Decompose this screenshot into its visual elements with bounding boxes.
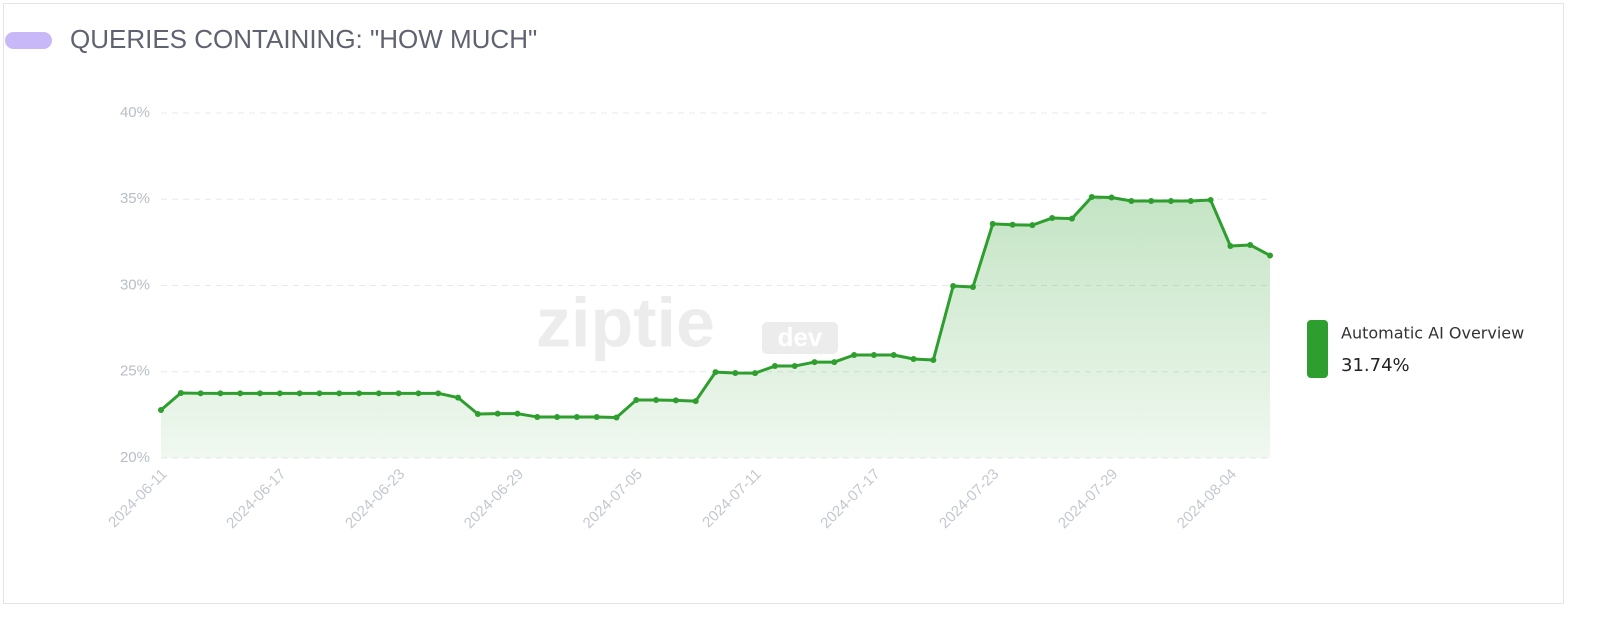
point [415, 390, 422, 397]
point [573, 413, 580, 420]
point [1187, 197, 1194, 204]
point [1088, 194, 1095, 201]
point [1108, 194, 1115, 201]
point [930, 357, 937, 364]
point [395, 390, 402, 397]
watermark: dev [778, 322, 823, 352]
area [161, 197, 1270, 458]
point [613, 414, 620, 421]
point [732, 369, 739, 376]
point [1227, 242, 1234, 249]
point [554, 413, 561, 420]
point [791, 363, 798, 370]
title-pill [5, 32, 52, 49]
point [514, 410, 521, 417]
point [672, 397, 679, 404]
point [692, 398, 699, 405]
point [474, 411, 481, 418]
point [534, 413, 541, 420]
watermark: ziptie [536, 283, 715, 361]
point [771, 363, 778, 370]
point [811, 359, 818, 366]
point [653, 397, 660, 404]
point [455, 394, 462, 401]
point [276, 390, 283, 397]
point [435, 390, 442, 397]
point [593, 413, 600, 420]
point [1029, 222, 1036, 229]
point [336, 390, 343, 397]
y-tick-label: 25% [120, 363, 150, 380]
point [375, 390, 382, 397]
point [177, 389, 184, 396]
point [257, 390, 264, 397]
card [3, 3, 1564, 604]
point [752, 370, 759, 377]
point [158, 407, 164, 414]
y-tick-label: 40% [120, 104, 150, 121]
point [851, 352, 858, 359]
watermark-badge [762, 322, 838, 354]
point [1049, 215, 1056, 222]
point [494, 410, 501, 417]
point [890, 352, 897, 359]
point [969, 284, 976, 291]
point [712, 369, 719, 376]
point [989, 220, 996, 227]
point [296, 390, 303, 397]
point [197, 390, 204, 397]
chart-title: QUERIES CONTAINING: "HOW MUCH" [70, 24, 537, 54]
point [1247, 241, 1254, 248]
point [1068, 215, 1075, 222]
legend-value: 31.74% [1341, 355, 1410, 376]
point [1267, 252, 1273, 259]
point [1148, 197, 1155, 204]
point [1128, 197, 1135, 204]
point [633, 397, 640, 404]
y-tick-label: 30% [120, 276, 150, 293]
point [1009, 221, 1016, 228]
point [237, 390, 244, 397]
point [870, 352, 877, 359]
point [316, 390, 323, 397]
y-tick-label: 35% [120, 190, 150, 207]
legend-swatch [1307, 320, 1328, 378]
legend-label: Automatic AI Overview [1341, 324, 1524, 343]
point [831, 359, 838, 366]
y-tick-label: 20% [120, 449, 150, 466]
point [217, 390, 224, 397]
point [1207, 196, 1214, 203]
point [1167, 197, 1174, 204]
point [910, 355, 917, 362]
point [356, 390, 363, 397]
point [950, 283, 957, 290]
